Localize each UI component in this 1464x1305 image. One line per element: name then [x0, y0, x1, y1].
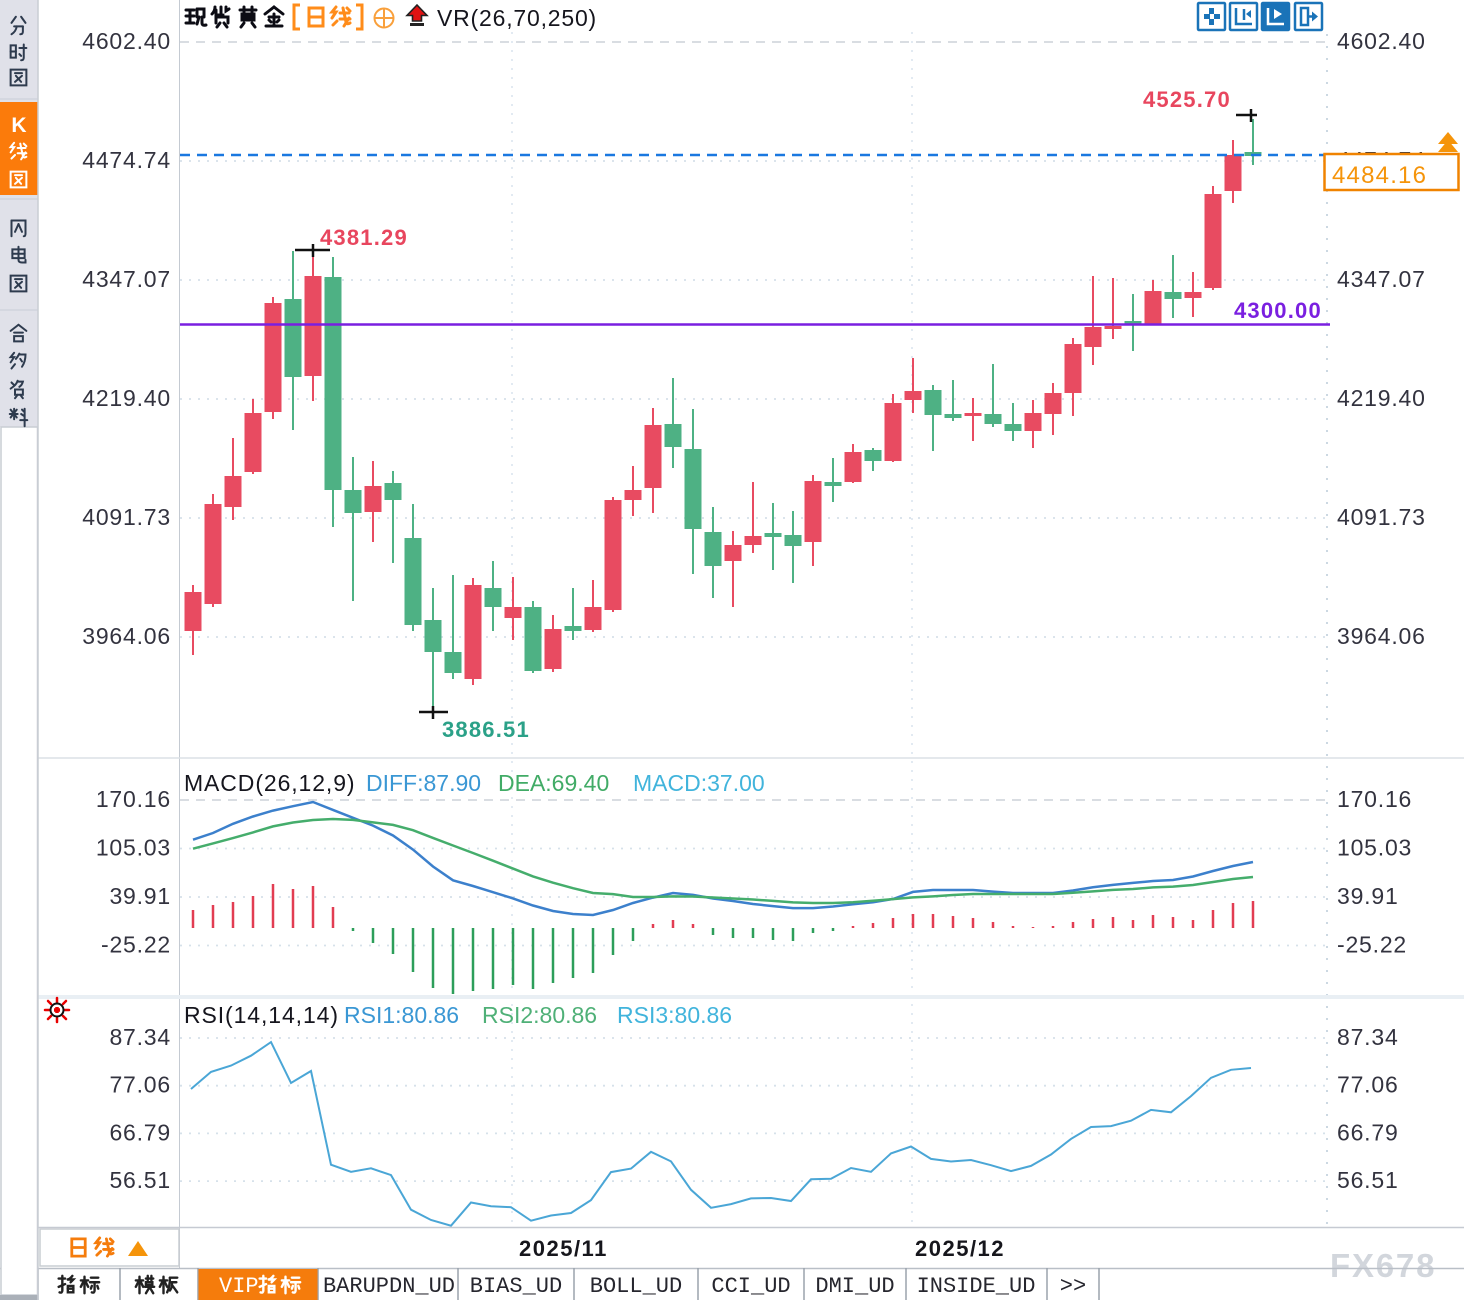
svg-text:66.79: 66.79: [109, 1119, 171, 1145]
svg-text:3964.06: 3964.06: [82, 623, 171, 649]
svg-text:39.91: 39.91: [1337, 883, 1399, 909]
svg-text:4091.73: 4091.73: [82, 504, 171, 530]
svg-text:3964.06: 3964.06: [1337, 623, 1426, 649]
svg-text:DIFF:87.90: DIFF:87.90: [366, 770, 481, 796]
svg-text:4300.00: 4300.00: [1234, 298, 1322, 323]
svg-text:4219.40: 4219.40: [1337, 385, 1426, 411]
svg-text:4381.29: 4381.29: [320, 225, 408, 250]
svg-text:170.16: 170.16: [1337, 786, 1412, 812]
svg-text:VR(26,70,250): VR(26,70,250): [437, 5, 597, 31]
svg-text:-25.22: -25.22: [1337, 932, 1407, 958]
svg-text:RSI2:80.86: RSI2:80.86: [482, 1002, 597, 1028]
svg-text:87.34: 87.34: [109, 1024, 171, 1050]
svg-text:MACD:37.00: MACD:37.00: [633, 770, 765, 796]
svg-text:4602.40: 4602.40: [82, 28, 171, 54]
svg-text:56.51: 56.51: [1337, 1167, 1399, 1193]
svg-text:56.51: 56.51: [109, 1167, 171, 1193]
svg-text:-25.22: -25.22: [101, 932, 171, 958]
svg-text:FX678: FX678: [1330, 1247, 1436, 1284]
svg-text:39.91: 39.91: [109, 883, 171, 909]
svg-text:RSI3:80.86: RSI3:80.86: [617, 1002, 732, 1028]
svg-text:66.79: 66.79: [1337, 1119, 1399, 1145]
svg-text:2025/11: 2025/11: [519, 1236, 608, 1261]
svg-text:3886.51: 3886.51: [442, 717, 530, 742]
svg-text:RSI1:80.86: RSI1:80.86: [344, 1002, 459, 1028]
svg-text:4484.16: 4484.16: [1332, 162, 1427, 189]
svg-text:77.06: 77.06: [109, 1072, 171, 1098]
svg-text:2025/12: 2025/12: [915, 1236, 1005, 1261]
svg-text:4347.07: 4347.07: [82, 266, 171, 292]
svg-text:BOLL_UD: BOLL_UD: [590, 1274, 682, 1299]
svg-text:VIP: VIP: [219, 1274, 259, 1299]
svg-text:DMI_UD: DMI_UD: [815, 1274, 894, 1299]
svg-text:>>: >>: [1060, 1274, 1086, 1299]
svg-text:BIAS_UD: BIAS_UD: [470, 1274, 562, 1299]
svg-text:RSI(14,14,14): RSI(14,14,14): [184, 1002, 339, 1028]
svg-text:CCI_UD: CCI_UD: [711, 1274, 790, 1299]
svg-text:77.06: 77.06: [1337, 1072, 1399, 1098]
svg-text:4347.07: 4347.07: [1337, 266, 1426, 292]
svg-text:4219.40: 4219.40: [82, 385, 171, 411]
svg-text:K: K: [11, 114, 26, 137]
svg-text:105.03: 105.03: [1337, 835, 1412, 861]
svg-text:4602.40: 4602.40: [1337, 28, 1426, 54]
svg-text:DEA:69.40: DEA:69.40: [498, 770, 609, 796]
svg-text:MACD(26,12,9): MACD(26,12,9): [184, 770, 355, 796]
svg-text:BARUPDN_UD: BARUPDN_UD: [323, 1274, 455, 1299]
svg-text:105.03: 105.03: [96, 835, 171, 861]
svg-text:INSIDE_UD: INSIDE_UD: [917, 1274, 1036, 1299]
svg-text:4525.70: 4525.70: [1143, 87, 1231, 112]
svg-text:87.34: 87.34: [1337, 1024, 1399, 1050]
svg-text:4091.73: 4091.73: [1337, 504, 1426, 530]
svg-text:170.16: 170.16: [96, 786, 171, 812]
svg-text:4474.74: 4474.74: [82, 147, 171, 173]
